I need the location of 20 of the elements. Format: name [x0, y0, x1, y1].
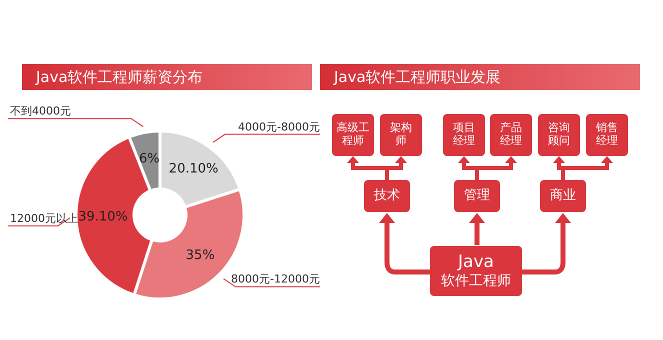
text: 咨询顾问: [548, 121, 570, 148]
text: 销售经理: [596, 121, 618, 148]
slice-label: 不到4000元: [10, 104, 71, 118]
data-label: 35%: [186, 248, 215, 263]
text: Java软件工程师职业发展: [320, 64, 640, 90]
slice-label: 12000元以上: [10, 212, 78, 225]
slice-label: 8000元-12000元: [231, 272, 320, 286]
data-label: 20.10%: [168, 161, 218, 176]
data-label: 39.10%: [78, 209, 128, 224]
text: Java: [458, 252, 494, 273]
text: 产品经理: [500, 121, 522, 148]
text: 管理: [464, 188, 490, 204]
text: 架构师: [390, 121, 412, 148]
text: 软件工程师: [441, 272, 511, 289]
text: 技术: [374, 188, 400, 204]
chart-title: Java软件工程师薪资分布: [22, 64, 312, 90]
text: 商业: [550, 188, 576, 204]
text: 项目经理: [452, 121, 476, 148]
text: 高级工程师: [336, 121, 370, 148]
slice-label: 4000元-8000元: [238, 120, 320, 134]
